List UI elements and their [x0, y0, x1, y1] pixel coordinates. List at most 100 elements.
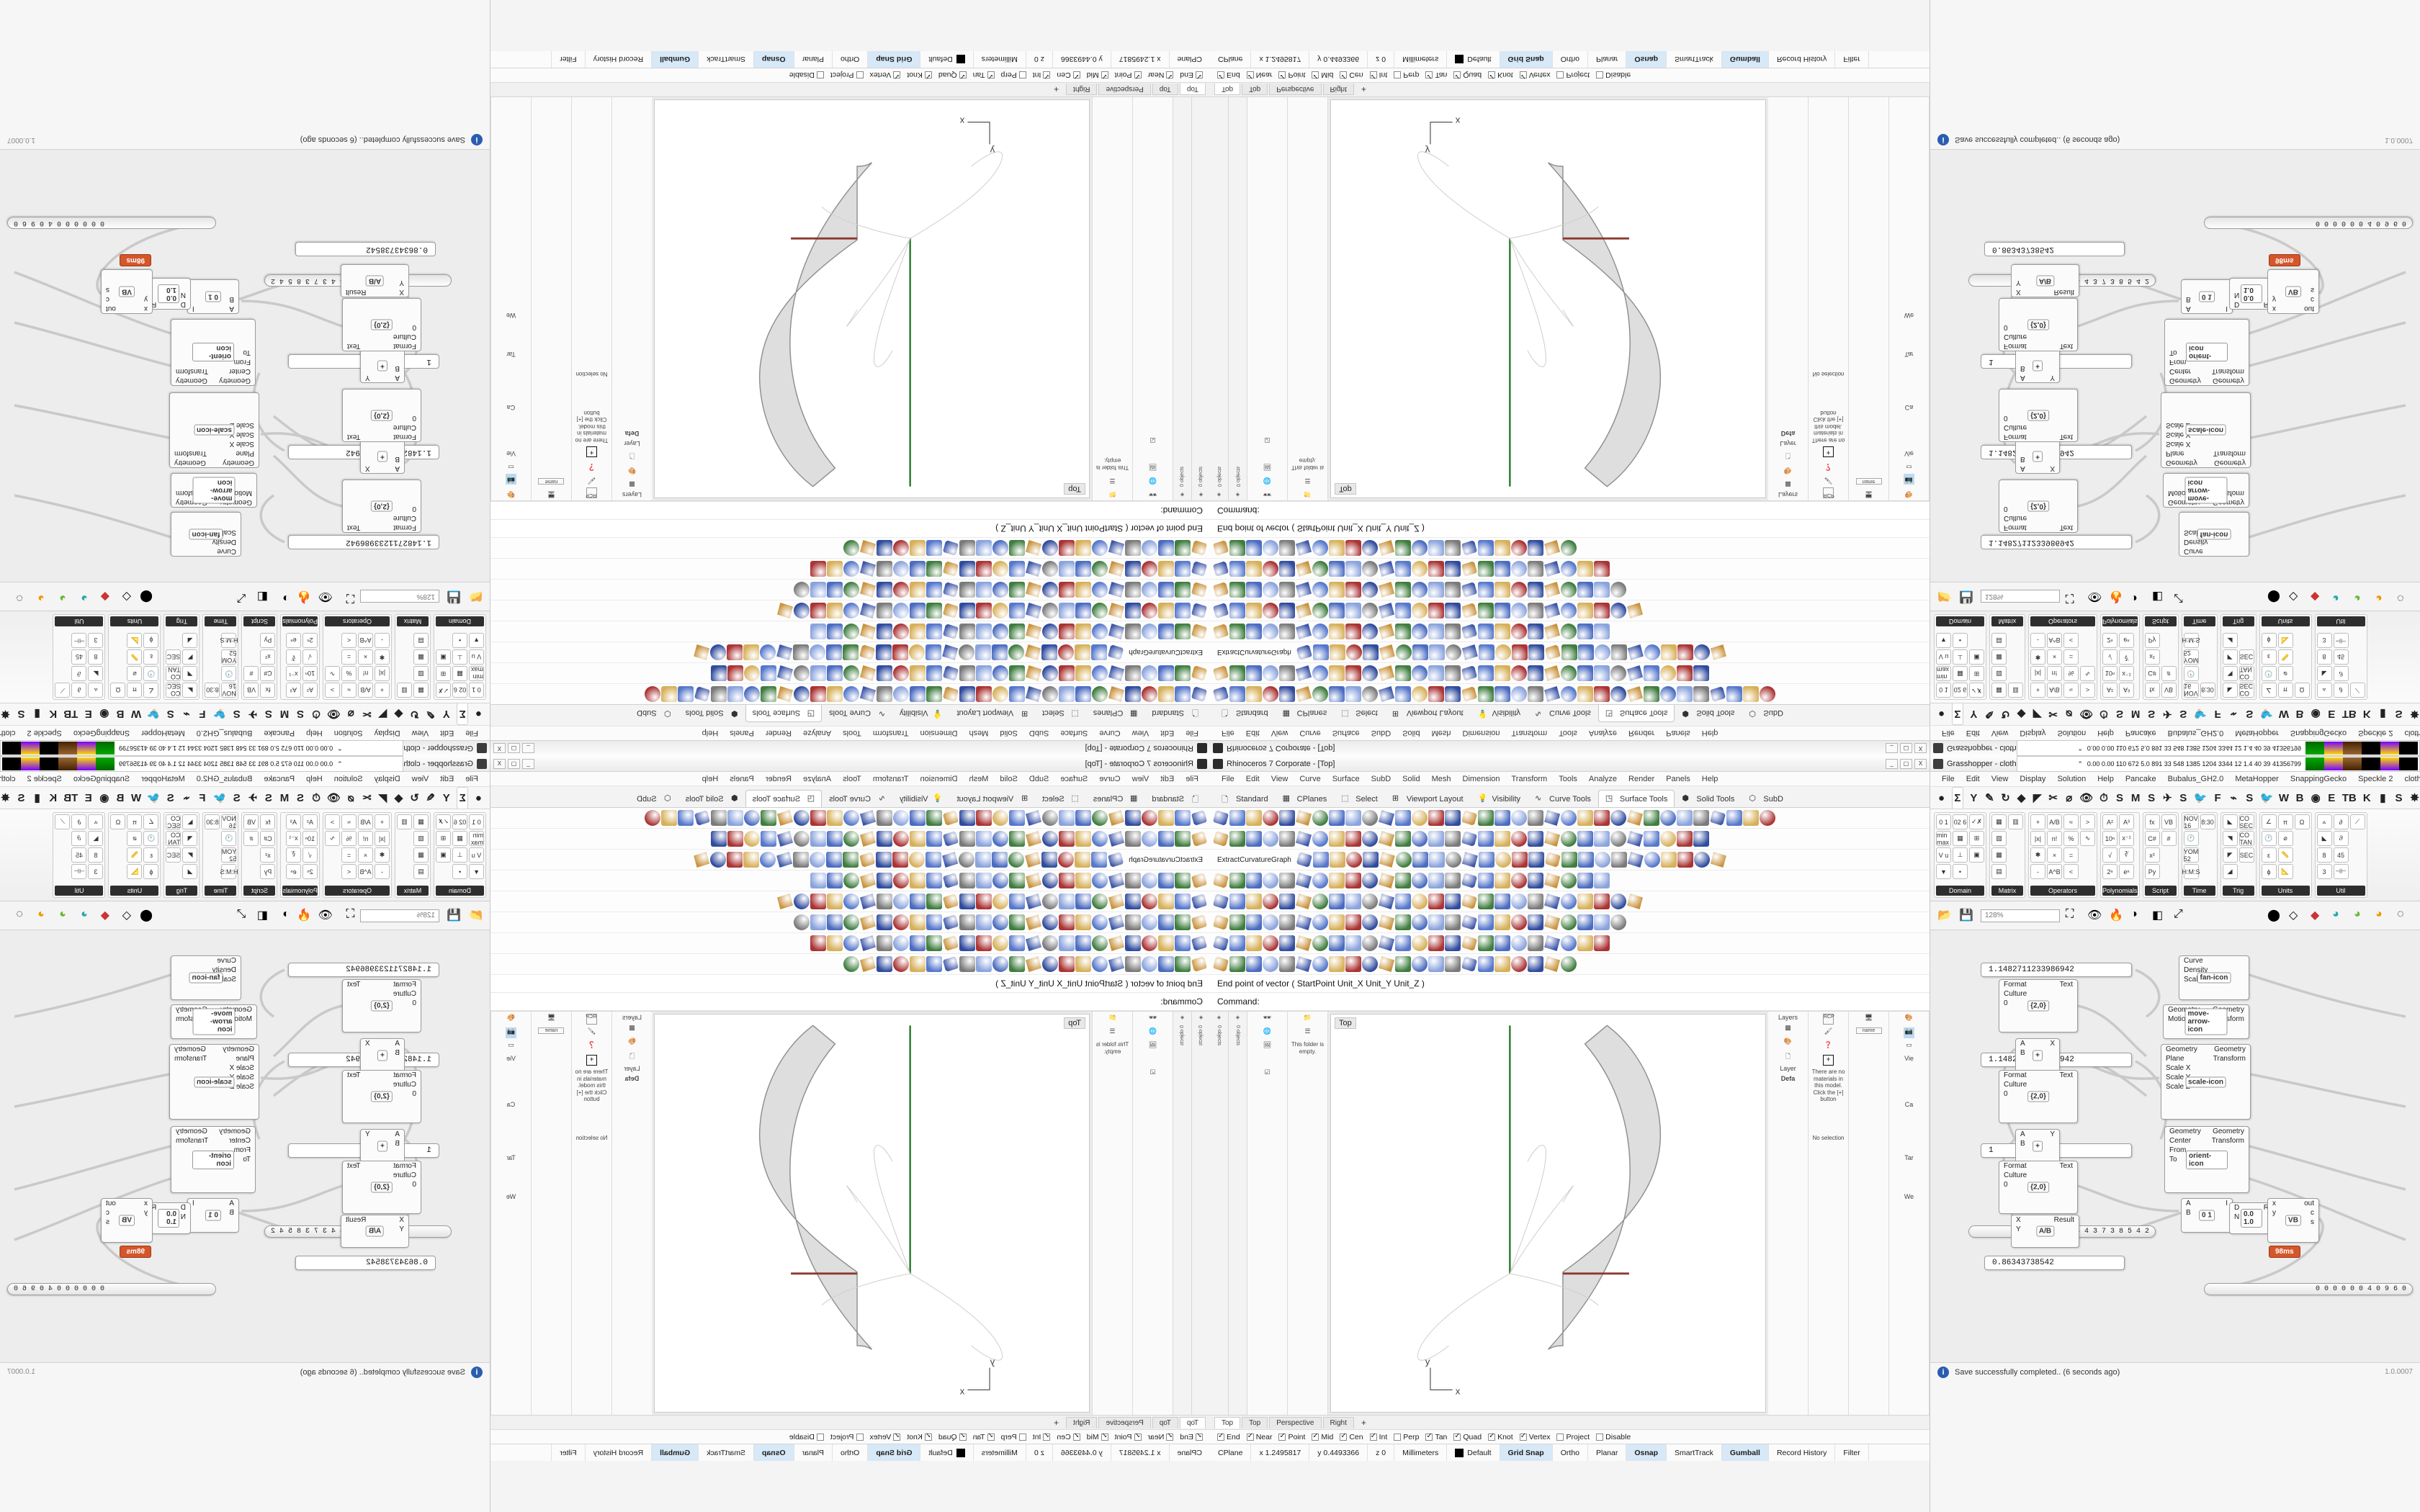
gh-tab-0[interactable]: ● — [475, 708, 482, 721]
gh-component-trig-5[interactable]: CO TAN — [166, 831, 182, 846]
gh-group-label-util[interactable]: Util — [55, 886, 104, 896]
rhino-tool-icon[interactable] — [1191, 894, 1207, 909]
gh-component-operators-1[interactable]: |x| — [2030, 666, 2045, 681]
rhino-menu-help[interactable]: Help — [1701, 774, 1718, 783]
gh-node-format-node-2[interactable]: Format Text Culture 0 {2,0} — [1999, 1070, 2078, 1123]
osnap-disable[interactable]: Disable — [1596, 71, 1631, 80]
rhino-tool-icon[interactable] — [976, 873, 992, 888]
gh-component-matrix-4[interactable]: ▥ — [2008, 683, 2023, 698]
rhino-tool-icon[interactable] — [1395, 665, 1411, 681]
gh-component-units-3[interactable]: ϕ — [143, 864, 159, 879]
gh-component-trig-1[interactable]: ◥ — [182, 831, 198, 846]
viewport-tab-top-1[interactable]: Top — [1152, 84, 1178, 96]
gh-component-util-4[interactable]: ∂ — [2333, 814, 2349, 829]
gh-tab-18[interactable]: ⌁ — [183, 792, 190, 804]
rhino-menu-render[interactable]: Render — [1628, 774, 1655, 783]
rhino-tool-icon[interactable] — [1075, 914, 1091, 930]
rhino-tool-icon[interactable] — [1059, 935, 1075, 951]
rhino-tool-icon[interactable] — [1229, 561, 1245, 577]
rhino-tool-icon[interactable] — [710, 852, 727, 868]
gh-component-util-8[interactable]: ⟋ — [55, 814, 71, 829]
gh-component-domain-9[interactable]: ⊞ — [436, 666, 451, 681]
rhino-tool-icon[interactable] — [1312, 665, 1328, 681]
rhino-tool-icon[interactable] — [776, 644, 792, 660]
gh-input-param[interactable]: 0 — [2004, 323, 2008, 331]
layer-color-icon[interactable]: 🎨 — [627, 1038, 637, 1045]
osnap-vertex[interactable]: Vertex — [1519, 1432, 1550, 1441]
rhino-tool-icon[interactable] — [992, 956, 1008, 972]
rhino-tool-icon[interactable] — [877, 956, 892, 972]
gh-output-param[interactable]: c — [2311, 295, 2314, 303]
shade-mode-grey-icon[interactable]: ⬤ — [2267, 590, 2280, 603]
gh-input-param[interactable]: D — [2234, 300, 2240, 308]
rhino-tool-icon[interactable] — [1494, 603, 1510, 618]
rhino-tool-icon[interactable] — [1263, 956, 1278, 972]
gh-menu-bubalus-gh2-0[interactable]: Bubalus_GH2.0 — [2167, 775, 2224, 783]
gh-component-matrix-3[interactable]: ▤ — [1991, 864, 2007, 879]
rhino-tool-icon[interactable] — [1229, 810, 1245, 826]
rhino-tool-icon[interactable] — [1610, 831, 1626, 847]
gh-component-units-4[interactable]: π — [2277, 814, 2293, 829]
gh-output-param[interactable]: Geometry — [174, 1045, 206, 1053]
rhino-tool-icon[interactable] — [1213, 831, 1229, 847]
list-icon[interactable]: ☰ — [1109, 1027, 1116, 1035]
gh-input-param[interactable]: Format — [393, 1071, 416, 1079]
rhino-tool-icon[interactable] — [926, 810, 942, 826]
rhino-tool-icon[interactable] — [1445, 956, 1461, 972]
rhino-tool-icon[interactable] — [1158, 624, 1174, 639]
add-material-icon[interactable]: + — [586, 1055, 597, 1066]
rhino-tool-icon[interactable] — [910, 935, 926, 951]
gh-component-operators-0[interactable]: + — [2030, 814, 2045, 829]
gh-component-trig-0[interactable]: ◣ — [2222, 814, 2238, 829]
gh-input-param[interactable]: Format — [393, 523, 416, 531]
rhino-tab-select[interactable]: ⬚ Select — [1035, 705, 1086, 722]
rhino-tool-icon[interactable] — [743, 852, 760, 868]
rhino-tool-icon[interactable] — [1395, 894, 1411, 909]
rhino-tool-icon[interactable] — [843, 665, 859, 681]
gh-tab-16[interactable]: 🐦 — [2193, 708, 2208, 720]
rhino-tool-icon[interactable] — [1246, 956, 1262, 972]
gh-component-domain-7[interactable]: • — [452, 633, 467, 648]
gh-component-units-5[interactable]: ⌀ — [127, 831, 143, 846]
osnap-tan[interactable]: Tan — [973, 1433, 995, 1441]
rhino-tool-icon[interactable] — [827, 624, 843, 639]
status-toggle-gumball[interactable]: Gumball — [1721, 51, 1769, 68]
gh-component-time-0[interactable]: NOV 16 — [2183, 683, 2199, 698]
rhino-tool-icon[interactable] — [910, 540, 926, 556]
rhino-tool-icon[interactable] — [1561, 810, 1577, 826]
gh-component-domain-4[interactable]: 02 6 — [452, 683, 467, 698]
gh-component-script-3[interactable]: Py — [260, 633, 276, 648]
rhino-tool-icon[interactable] — [1175, 665, 1191, 681]
rhino-tool-icon[interactable] — [1075, 624, 1091, 639]
gh-component-script-4[interactable]: VB — [2161, 814, 2177, 829]
command-prompt[interactable]: Command: — [1210, 993, 1930, 1011]
rhino-tool-icon[interactable] — [1279, 624, 1295, 639]
rhino-viewport-top[interactable]: Top — [1330, 99, 1766, 498]
gh-input-param[interactable]: Curve — [2184, 957, 2203, 965]
gh-input-param[interactable]: 0 — [2004, 505, 2008, 513]
rhino-tool-icon[interactable] — [777, 810, 793, 826]
gh-node-division-node[interactable]: X Result Y A/B — [2011, 1215, 2079, 1248]
rhino-tab-solid-tools[interactable]: ⬢ Solid Tools — [1675, 790, 1742, 807]
gh-input-param[interactable]: Culture — [2004, 423, 2027, 431]
gh-component-script-1[interactable]: C# — [260, 831, 276, 846]
gh-menu-pancake[interactable]: Pancake — [2125, 729, 2156, 737]
gh-component-trig-4[interactable]: CO SEC — [166, 683, 182, 698]
rhino-tool-icon[interactable] — [1125, 914, 1141, 930]
gh-group-label-units[interactable]: Units — [2261, 616, 2310, 626]
status-toggle-grid-snap[interactable]: Grid Snap — [1500, 1444, 1553, 1461]
rhino-tool-icon[interactable] — [744, 810, 760, 826]
gh-tab-2[interactable]: Y — [442, 791, 450, 804]
gh-component-time-2[interactable]: YOM 52 — [2183, 649, 2199, 665]
rhino-tool-icon[interactable] — [876, 852, 892, 868]
gh-component-units-6[interactable]: 📏 — [127, 649, 143, 665]
rhino-tool-icon[interactable] — [1092, 873, 1108, 888]
rhino-tool-icon[interactable] — [1246, 914, 1262, 930]
rhino-tool-icon[interactable] — [893, 831, 909, 847]
gh-component-util-4[interactable]: ∂ — [71, 814, 87, 829]
shade-mode-orange-icon[interactable]: ◕ — [2375, 592, 2383, 605]
gh-input-param[interactable]: B — [2020, 364, 2025, 372]
viewport-tab-top-0[interactable]: Top — [1214, 84, 1241, 96]
help-icon[interactable]: ❓ — [1824, 1041, 1833, 1048]
